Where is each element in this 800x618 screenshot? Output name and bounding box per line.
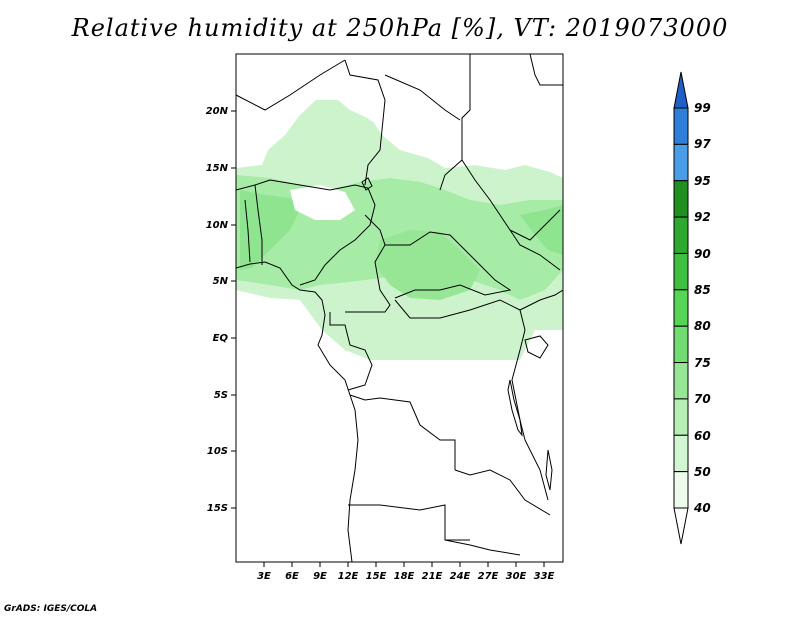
lat-label: 5N — [213, 276, 229, 287]
coastline-red-sea — [529, 54, 563, 86]
lat-label: 10N — [206, 220, 229, 231]
border-south-sudan — [461, 159, 561, 271]
colorbar-segment — [673, 325, 689, 364]
lon-label: 15E — [366, 571, 387, 582]
colorbar-segment — [673, 143, 689, 182]
lake-malawi — [545, 449, 553, 491]
lat-labels: 20N 15N 10N 5N EQ 5S 10S 15S — [206, 106, 229, 514]
colorbar-label: 50 — [694, 465, 711, 479]
colorbar-segment — [673, 180, 689, 218]
colorbar-label: 80 — [694, 319, 711, 333]
colorbar-segment — [673, 434, 689, 473]
colorbar-segment — [673, 289, 689, 327]
lon-label: 30E — [506, 571, 527, 582]
humidity-field — [236, 54, 563, 360]
plot-frame — [235, 53, 564, 563]
lon-label: 18E — [394, 571, 415, 582]
border-zimbabwe — [444, 539, 521, 556]
colorbar-labels: 99 97 95 92 90 85 80 75 70 60 50 40 — [693, 101, 711, 515]
map-title: Relative humidity at 250hPa [%], VT: 201… — [71, 14, 729, 42]
lon-label: 6E — [285, 571, 299, 582]
lon-label: 33E — [534, 571, 555, 582]
colorbar-segment — [673, 252, 689, 291]
humidity-region-central — [375, 230, 480, 300]
colorbar-label: 92 — [694, 210, 711, 224]
lat-label: EQ — [213, 333, 229, 344]
border-libya-egypt-sudan — [439, 54, 471, 191]
colorbar-label: 99 — [694, 101, 711, 115]
border-chad-sudan — [384, 74, 461, 121]
humidity-region-strong — [240, 190, 300, 270]
colorbar-label: 60 — [694, 429, 711, 443]
border-nigeria — [236, 179, 376, 286]
lon-labels: 3E 6E 9E 12E 15E 18E 21E 24E 27E 30E 33E — [257, 571, 554, 582]
border-niger-algeria — [236, 59, 346, 111]
lon-label: 12E — [338, 571, 359, 582]
colorbar-top-arrow — [673, 71, 689, 109]
border-angola-south — [348, 504, 470, 541]
lon-label: 21E — [422, 571, 443, 582]
border-benin — [254, 184, 263, 265]
colorbar-label: 95 — [694, 174, 711, 188]
borders — [236, 54, 563, 562]
colorbar-label: 75 — [694, 356, 711, 370]
border-ethiopia — [509, 209, 561, 241]
lat-label: 10S — [207, 446, 228, 457]
lat-ticks — [231, 110, 236, 509]
lon-label: 9E — [313, 571, 327, 582]
colorbar-segment — [673, 398, 689, 436]
lat-label: 15S — [207, 503, 228, 514]
coastline-west-africa — [236, 261, 359, 562]
lon-ticks — [263, 562, 545, 567]
lon-label: 27E — [478, 571, 499, 582]
lat-label: 15N — [206, 163, 229, 174]
colorbar-label: 90 — [694, 247, 711, 261]
humidity-region-dry-east — [455, 54, 563, 165]
colorbar-segments — [673, 107, 689, 509]
colorbar-segment — [673, 471, 689, 509]
humidity-region-dry-sahara — [236, 54, 470, 165]
humidity-region-dry-sahel — [290, 185, 355, 220]
colorbar-label: 40 — [693, 501, 711, 515]
lake-chad — [361, 177, 373, 191]
lat-label: 20N — [206, 106, 229, 117]
lat-label: 5S — [214, 390, 228, 401]
border-angola-north — [349, 394, 456, 470]
colorbar-segment — [673, 107, 689, 145]
border-cameroon — [345, 214, 391, 313]
lon-label: 24E — [450, 571, 471, 582]
border-car — [385, 231, 512, 299]
border-niger-chad — [344, 59, 386, 186]
colorbar-label: 97 — [694, 137, 711, 151]
colorbar: 99 97 95 92 90 85 80 75 70 60 50 40 — [673, 71, 711, 545]
border-zambia — [454, 469, 551, 516]
border-kenya-uganda — [519, 289, 563, 311]
lake-tanganyika — [507, 379, 523, 437]
colorbar-segment — [673, 216, 689, 254]
lake-victoria — [524, 335, 549, 359]
lon-label: 3E — [257, 571, 271, 582]
colorbar-label: 85 — [694, 283, 711, 297]
border-congo-gabon — [329, 312, 373, 391]
colorbar-label: 70 — [694, 392, 711, 406]
colorbar-segment — [673, 362, 689, 400]
border-togo — [244, 199, 251, 263]
grads-credit: GrADS: IGES/COLA — [4, 604, 98, 614]
colorbar-bottom-arrow — [673, 507, 689, 545]
